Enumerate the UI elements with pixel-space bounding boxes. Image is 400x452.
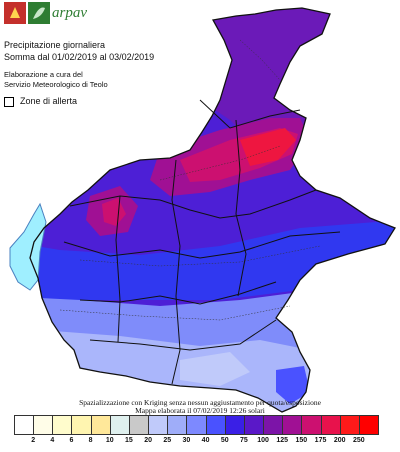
scale-swatch — [205, 415, 226, 435]
alert-zone-legend: Zone di allerta — [4, 96, 77, 108]
scale-label: 200 — [333, 437, 346, 444]
lake-garda — [9, 202, 47, 291]
scale-swatch — [167, 415, 188, 435]
border-line — [199, 99, 301, 129]
scale-label: 25 — [163, 437, 172, 444]
border-line — [69, 189, 317, 219]
scale-swatch — [71, 415, 92, 435]
logo-mark-green — [28, 2, 50, 24]
border-line — [171, 159, 181, 385]
scale-swatch — [90, 415, 111, 435]
scale-swatch — [358, 415, 379, 435]
scale-label: 8 — [88, 437, 93, 444]
scale-label: 6 — [69, 437, 74, 444]
region-border — [29, 7, 396, 413]
scale-swatch — [52, 415, 73, 435]
scale-label: 40 — [201, 437, 210, 444]
method-note: Spazializzazione con Kriging senza nessu… — [79, 398, 321, 407]
scale-swatch — [186, 415, 207, 435]
map-period: Somma dal 01/02/2019 al 03/02/2019 — [4, 52, 155, 62]
scale-label: 175 — [314, 437, 327, 444]
scale-label: 125 — [276, 437, 289, 444]
scale-label: 4 — [50, 437, 55, 444]
zone-fill-delta — [276, 366, 310, 404]
arpav-logo: arpav — [4, 2, 87, 24]
scale-label: 30 — [182, 437, 191, 444]
scale-swatch — [339, 415, 360, 435]
scale-label: 20 — [144, 437, 152, 444]
contour-lines — [59, 39, 321, 321]
scale-label: 2 — [31, 437, 36, 444]
scale-swatch — [148, 415, 169, 435]
contour-line — [239, 39, 281, 81]
scale-swatch — [320, 415, 341, 435]
scale-swatch — [14, 415, 35, 435]
border-line — [63, 231, 341, 259]
map-title: Precipitazione giornaliera — [4, 40, 106, 50]
brand-name: arpav — [52, 5, 87, 21]
credit-line-1: Elaborazione a cura del — [4, 70, 83, 79]
scale-swatch — [263, 415, 284, 435]
scale-swatch — [224, 415, 245, 435]
contour-line — [79, 245, 321, 267]
alert-zone-label: Zone di allerta — [20, 96, 78, 106]
zone-fill-polesine — [180, 352, 250, 386]
color-scale: 2 4 6 8 10 15 20 25 30 40 50 75 100 125 150 175 200 250 — [14, 415, 379, 445]
scale-swatch — [128, 415, 150, 435]
logo-emblem-icon — [10, 7, 20, 18]
border-line — [115, 195, 121, 343]
zone-borders — [63, 99, 341, 385]
scale-label: 50 — [220, 437, 229, 444]
scale-swatch — [282, 415, 303, 435]
scale-label: 150 — [295, 437, 308, 444]
logo-leaf-icon — [33, 7, 45, 19]
logo-mark-red — [4, 2, 26, 24]
scale-label: 100 — [257, 437, 269, 444]
zone-fill-lessini-core — [102, 198, 126, 226]
scale-swatch — [33, 415, 54, 435]
border-line — [235, 119, 247, 297]
processed-note: Mappa elaborata il 07/02/2019 12:26 sola… — [135, 406, 265, 415]
scale-swatch — [109, 415, 130, 435]
zone-fill-peak — [240, 128, 296, 166]
scale-swatch — [301, 415, 322, 435]
alert-zone-swatch — [4, 96, 14, 107]
scale-label: 75 — [239, 437, 248, 444]
border-line — [79, 281, 277, 305]
scale-label: 15 — [125, 437, 133, 444]
scale-label: 250 — [352, 437, 365, 444]
border-line — [89, 319, 277, 351]
credit-line-2: Servizio Meteorologico di Teolo — [4, 80, 108, 89]
contour-line — [59, 305, 291, 321]
scale-swatch — [243, 415, 265, 435]
scale-label: 10 — [105, 437, 114, 444]
